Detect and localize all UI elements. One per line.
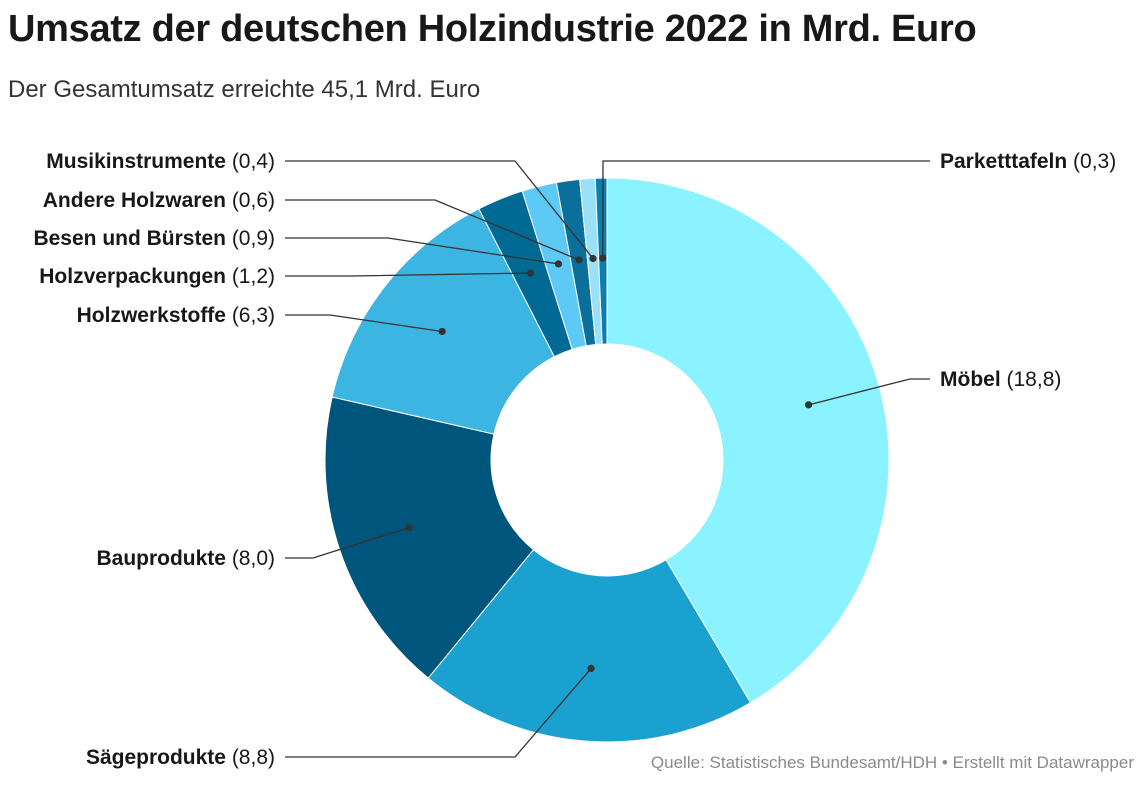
anchor-dot-moebel bbox=[804, 401, 813, 409]
label-value: (18,8) bbox=[1001, 368, 1062, 391]
leader-line-holzverpackungen bbox=[285, 272, 531, 277]
label-name: Andere Holzwaren bbox=[43, 189, 226, 212]
leader-lines-group bbox=[285, 160, 930, 758]
slice-bauprodukte bbox=[324, 396, 535, 679]
leader-line-andere-holzwaren bbox=[285, 199, 580, 261]
anchor-dot-andere-holzwaren bbox=[575, 256, 583, 264]
label-value: (1,2) bbox=[226, 265, 275, 288]
anchor-dot-holzverpackungen bbox=[526, 269, 535, 277]
label-name: Musikinstrumente bbox=[46, 150, 226, 173]
label-saegeprodukte: Sägeprodukte (8,8) bbox=[86, 746, 275, 769]
slices-group bbox=[324, 177, 890, 743]
label-parketttafeln: Parketttafeln (0,3) bbox=[940, 150, 1116, 173]
leader-line-moebel bbox=[808, 378, 930, 406]
anchor-dot-bauprodukte bbox=[405, 524, 413, 532]
label-value: (0,9) bbox=[226, 227, 275, 250]
anchor-dot-parketttafeln bbox=[599, 254, 607, 262]
labels-group: Möbel (18,8) Sägeprodukte (8,8) Bauprodukt… bbox=[33, 150, 1116, 769]
label-name: Parketttafeln bbox=[940, 150, 1067, 173]
leader-line-parketttafeln bbox=[602, 160, 930, 259]
chart-subtitle: Der Gesamtumsatz erreichte 45,1 Mrd. Eur… bbox=[8, 76, 481, 103]
label-name: Holzwerkstoffe bbox=[77, 304, 226, 327]
label-holzverpackungen: Holzverpackungen (1,2) bbox=[39, 265, 275, 288]
label-bauprodukte: Bauprodukte (8,0) bbox=[96, 547, 275, 570]
label-name: Holzverpackungen bbox=[39, 265, 226, 288]
label-value: (6,3) bbox=[226, 304, 275, 327]
label-musikinstrumente: Musikinstrumente (0,4) bbox=[46, 150, 275, 173]
label-value: (0,4) bbox=[226, 150, 275, 173]
label-value: (0,6) bbox=[226, 189, 275, 212]
anchor-dot-musikinstrumente bbox=[589, 254, 597, 263]
leader-line-musikinstrumente bbox=[285, 160, 594, 259]
source-note: Quelle: Statistisches Bundesamt/HDH • Er… bbox=[650, 753, 1134, 772]
label-value: (8,0) bbox=[226, 547, 275, 570]
slice-saegeprodukte bbox=[427, 549, 752, 743]
leader-line-besen-und-buersten bbox=[285, 237, 559, 265]
label-value: (8,8) bbox=[226, 746, 275, 769]
chart-title: Umsatz der deutschen Holzindustrie 2022 … bbox=[8, 8, 977, 50]
label-name: Sägeprodukte bbox=[86, 746, 226, 769]
leader-line-bauprodukte bbox=[285, 526, 410, 559]
slice-moebel bbox=[606, 177, 890, 704]
anchor-dot-holzwerkstoffe bbox=[438, 327, 446, 336]
slice-holzwerkstoffe bbox=[331, 208, 555, 435]
label-moebel: Möbel (18,8) bbox=[940, 368, 1061, 391]
anchor-dot-besen-und-buersten bbox=[554, 260, 563, 268]
leader-line-saegeprodukte bbox=[285, 667, 592, 758]
label-besen-und-buersten: Besen und Bürsten (0,9) bbox=[33, 227, 275, 250]
anchor-dot-saegeprodukte bbox=[587, 664, 595, 672]
label-name: Bauprodukte bbox=[96, 547, 226, 570]
label-andere-holzwaren: Andere Holzwaren (0,6) bbox=[43, 189, 275, 212]
label-value: (0,3) bbox=[1067, 150, 1116, 173]
label-name: Besen und Bürsten bbox=[33, 227, 226, 250]
label-holzwerkstoffe: Holzwerkstoffe (6,3) bbox=[77, 304, 275, 327]
leader-line-holzwerkstoffe bbox=[285, 314, 443, 333]
label-name: Möbel bbox=[940, 368, 1001, 391]
